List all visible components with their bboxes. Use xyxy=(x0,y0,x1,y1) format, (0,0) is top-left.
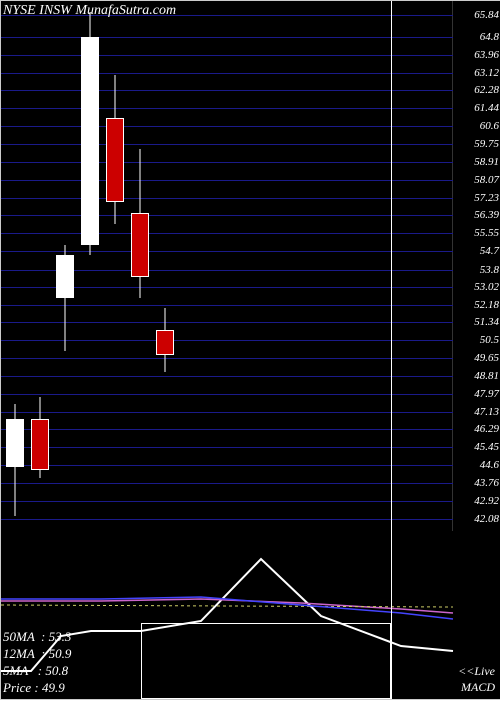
candle-body xyxy=(131,213,149,277)
chart-title: NYSE INSW MunafaSutra.com xyxy=(3,3,176,19)
candle-body xyxy=(56,255,74,297)
candle xyxy=(56,1,74,531)
y-tick-label: 56.39 xyxy=(474,209,499,221)
candle-body xyxy=(156,330,174,355)
y-tick-label: 48.81 xyxy=(474,370,499,382)
signal-line xyxy=(1,599,453,613)
y-tick-label: 43.76 xyxy=(474,477,499,489)
y-tick-label: 58.07 xyxy=(474,174,499,186)
macd-label: MACD xyxy=(461,680,495,695)
y-tick-label: 42.92 xyxy=(474,495,499,507)
candle xyxy=(131,1,149,531)
y-tick-label: 52.18 xyxy=(474,299,499,311)
live-label: <<Live xyxy=(458,664,495,679)
y-tick-label: 57.23 xyxy=(474,192,499,204)
y-tick-label: 51.34 xyxy=(474,316,499,328)
candle-body xyxy=(6,419,24,468)
candle xyxy=(6,1,24,531)
y-tick-label: 47.97 xyxy=(474,388,499,400)
candle xyxy=(81,1,99,531)
y-tick-label: 60.6 xyxy=(480,120,499,132)
y-tick-label: 53.02 xyxy=(474,281,499,293)
y-tick-label: 49.65 xyxy=(474,352,499,364)
indicator-inner-box xyxy=(141,623,391,699)
price-chart: NYSE INSW MunafaSutra.com 65.84 64.8 63.96… xyxy=(1,1,500,531)
y-axis-separator xyxy=(452,1,453,531)
candle xyxy=(31,1,49,531)
y-tick-label: 63.12 xyxy=(474,67,499,79)
info-row: 12MA : 50.9 xyxy=(3,646,71,663)
time-marker-line xyxy=(391,1,392,699)
info-box: 50MA : 53.312MA : 50.95MA : 50.8Price : … xyxy=(3,629,71,697)
info-row: Price : 49.9 xyxy=(3,680,71,697)
candle-body xyxy=(31,419,49,470)
chart-container: NYSE INSW MunafaSutra.com 65.84 64.8 63.96… xyxy=(0,0,500,700)
candle xyxy=(156,1,174,531)
candle xyxy=(106,1,124,531)
y-tick-label: 44.6 xyxy=(480,459,499,471)
info-row: 50MA : 53.3 xyxy=(3,629,71,646)
candle-body xyxy=(106,118,124,203)
y-tick-label: 46.29 xyxy=(474,423,499,435)
y-tick-label: 65.84 xyxy=(474,9,499,21)
y-tick-label: 53.8 xyxy=(480,264,499,276)
y-tick-label: 61.44 xyxy=(474,102,499,114)
y-tick-label: 45.45 xyxy=(474,441,499,453)
info-row: 5MA : 50.8 xyxy=(3,663,71,680)
macd-panel xyxy=(1,531,500,699)
y-tick-label: 64.8 xyxy=(480,31,499,43)
y-tick-label: 50.5 xyxy=(480,334,499,346)
candle-body xyxy=(81,37,99,245)
y-tick-label: 42.08 xyxy=(474,513,499,525)
y-tick-label: 47.13 xyxy=(474,406,499,418)
y-tick-label: 59.75 xyxy=(474,138,499,150)
y-tick-label: 58.91 xyxy=(474,156,499,168)
zero-line xyxy=(1,605,453,607)
y-tick-label: 63.96 xyxy=(474,49,499,61)
y-tick-label: 55.55 xyxy=(474,227,499,239)
y-tick-label: 62.28 xyxy=(474,84,499,96)
y-tick-label: 54.7 xyxy=(480,245,499,257)
